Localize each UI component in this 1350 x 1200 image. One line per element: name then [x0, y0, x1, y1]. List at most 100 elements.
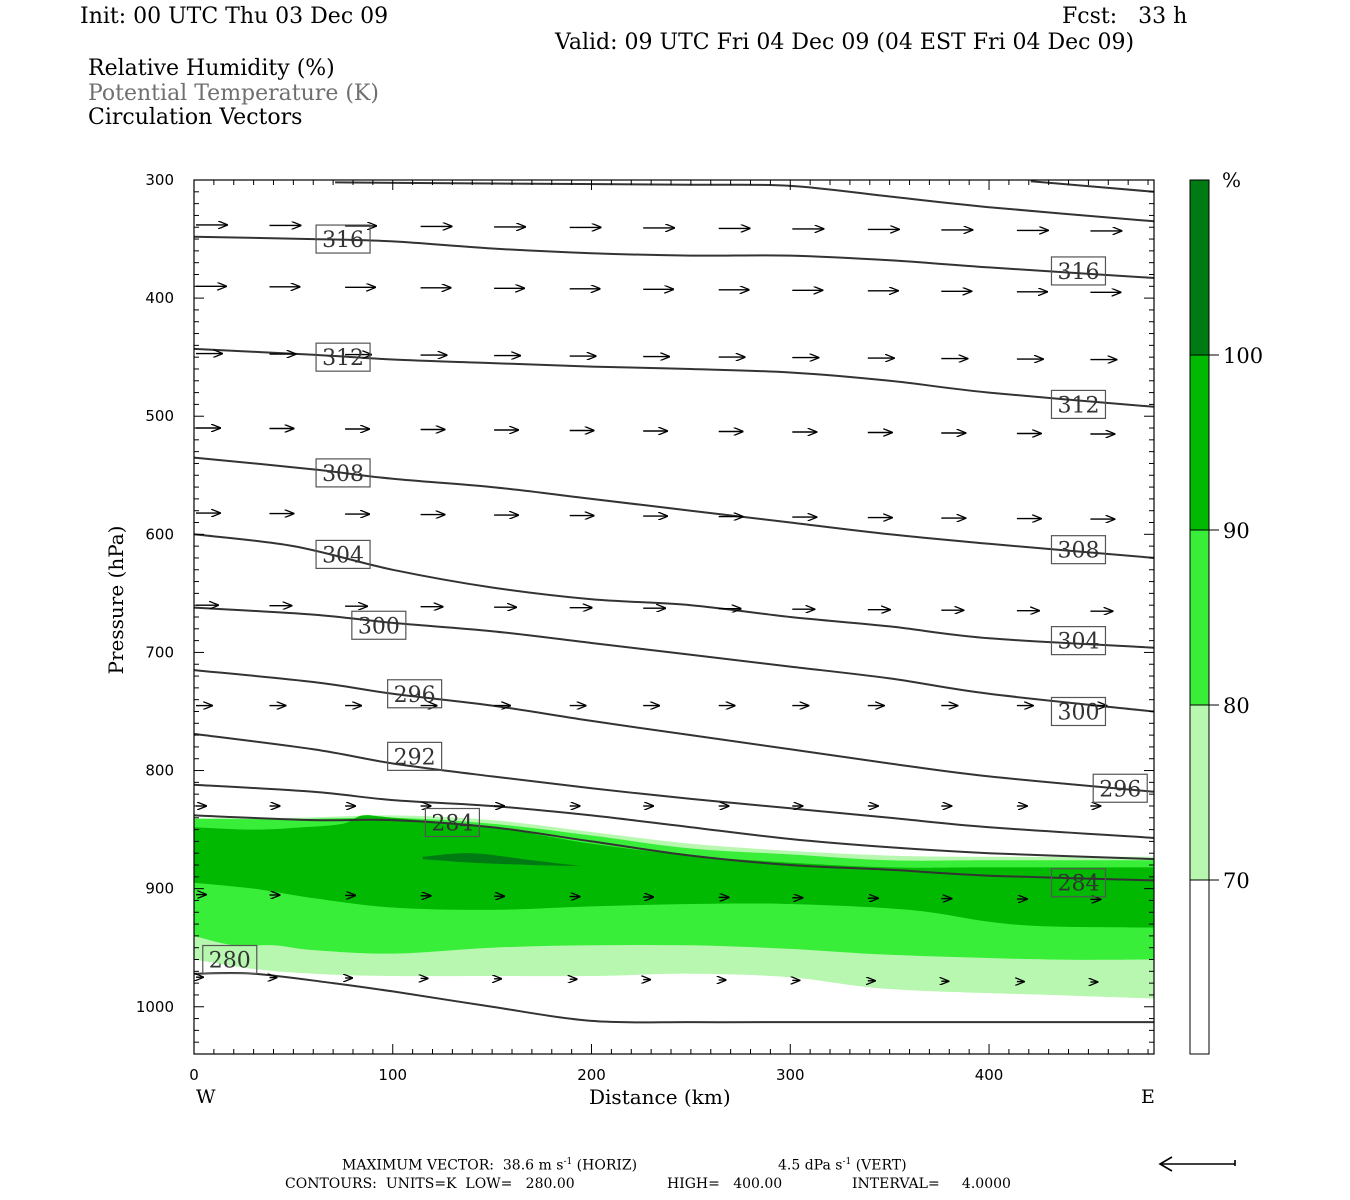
- colorbar-unit: %: [1222, 168, 1242, 192]
- contour-label-316: 316: [1057, 260, 1099, 285]
- y-tick-label: 900: [145, 880, 174, 898]
- contour-label-312: 312: [1057, 393, 1099, 418]
- contour-label-308: 308: [1057, 539, 1099, 564]
- theta-contour-320: [335, 181, 1155, 223]
- plot-axes: 300 400 500 600 700 800 900 1000 0 100 200 300 400: [136, 171, 1155, 1084]
- colorbar-label-100: 100: [1223, 344, 1263, 368]
- contour-label-box: [315, 342, 371, 372]
- contour-label-316: 316: [322, 228, 364, 253]
- y-tick-label: 400: [145, 289, 174, 307]
- contour-label-304: 304: [1057, 630, 1099, 655]
- x-axis-label: Distance (km): [589, 1085, 731, 1109]
- contour-label-296: 296: [394, 683, 436, 708]
- contour-label-box: [351, 610, 407, 640]
- theta-contour-280: [193, 971, 1154, 1024]
- y-tick-label: 1000: [136, 998, 174, 1016]
- theta-contour-304: [193, 533, 1155, 649]
- colorbar-frame: [1189, 179, 1210, 1055]
- contours-label: CONTOURS:: [285, 1176, 377, 1192]
- contour-label-box: [1050, 389, 1107, 420]
- y-tick-label: 500: [145, 407, 174, 425]
- theta-contour-292: [193, 732, 1155, 839]
- theta-contour-296: [193, 669, 1155, 793]
- contour-label-box: [1050, 535, 1107, 565]
- contour-label-box: [1092, 773, 1148, 803]
- footer-contours-high: HIGH= 400.00: [667, 1176, 783, 1192]
- contour-label-box: [1050, 256, 1107, 286]
- theta-contour-312: [193, 347, 1155, 408]
- colorbar: 70 80 90 100: [1189, 179, 1263, 1055]
- x-tick-label: 200: [577, 1066, 606, 1084]
- legend-circulation-vectors: Circulation Vectors: [88, 105, 303, 130]
- legend-potential-temperature: Potential Temperature (K): [88, 81, 379, 106]
- rh-band-90: [194, 815, 1154, 928]
- contour-label-box: [1050, 696, 1107, 727]
- contour-label-box: [202, 944, 258, 975]
- x-east-label: E: [1141, 1086, 1155, 1108]
- circulation-vectors: [196, 225, 1121, 982]
- contour-labels: 280 284 284 292 296 296 300 300 304 304 308 308 312 3…: [202, 224, 1148, 975]
- contour-label-280: 280: [209, 949, 251, 974]
- contour-label-box: [315, 458, 371, 488]
- rh-band-100: [422, 853, 582, 867]
- contour-label-box: [424, 807, 480, 838]
- colorbar-label-80: 80: [1223, 694, 1250, 718]
- colorbar-label-90: 90: [1223, 519, 1250, 543]
- x-tick-label: 0: [189, 1066, 199, 1084]
- y-tick-label: 700: [145, 643, 174, 661]
- colorbar-segment: [1190, 705, 1209, 880]
- footer-contours-interval: INTERVAL= 4.0000: [852, 1176, 1011, 1192]
- x-tick-label: 100: [378, 1066, 407, 1084]
- footer-max-vector: MAXIMUM VECTOR: 38.6 m s-1 (HORIZ): [342, 1157, 637, 1174]
- colorbar-segment: [1190, 180, 1209, 355]
- relative-humidity-shading: [194, 815, 1154, 999]
- contour-label-308: 308: [322, 462, 364, 487]
- x-tick-label: 400: [975, 1066, 1004, 1084]
- theta-contour-288: [193, 783, 1155, 861]
- contours-units: UNITS=K: [385, 1176, 457, 1192]
- footer-contours: CONTOURS: UNITS=K LOW= 280.00: [285, 1176, 575, 1192]
- init-time: Init: 00 UTC Thu 03 Dec 09: [80, 4, 389, 29]
- theta-contour-284: [193, 814, 1155, 882]
- colorbar-segment: [1190, 880, 1209, 1054]
- vert-exponent: -1: [842, 1157, 852, 1167]
- contour-label-box: [387, 679, 443, 709]
- contour-label-284: 284: [431, 812, 473, 837]
- contour-label-box: [1050, 626, 1107, 656]
- theta-contour-324: [1030, 180, 1155, 193]
- theta-contour-316: [193, 235, 1155, 279]
- horiz-exponent: -1: [563, 1157, 573, 1167]
- y-tick-label: 600: [145, 525, 174, 543]
- contour-label-284: 284: [1057, 872, 1099, 897]
- y-tick-label: 800: [145, 762, 174, 780]
- contour-label-box: [1050, 868, 1107, 898]
- valid-time: Valid: 09 UTC Fri 04 Dec 09 (04 EST Fri …: [555, 30, 1135, 55]
- contour-label-292: 292: [394, 745, 436, 770]
- contour-label-312: 312: [322, 346, 364, 371]
- y-tick-label: 300: [145, 171, 174, 189]
- contour-label-box: [315, 224, 371, 254]
- x-tick-label: 300: [776, 1066, 805, 1084]
- contour-label-300: 300: [358, 614, 400, 639]
- max-vector-vert: 4.5 dPa s: [778, 1157, 843, 1174]
- contour-label-300: 300: [1057, 700, 1099, 725]
- contour-label-296: 296: [1099, 777, 1141, 802]
- theta-contour-308: [193, 456, 1155, 559]
- max-vector-horiz: 38.6 m s: [502, 1157, 564, 1174]
- max-vector-arrow-icon: [1158, 1156, 1236, 1172]
- legend-relative-humidity: Relative Humidity (%): [88, 56, 335, 81]
- theta-contour-300: [193, 606, 1155, 713]
- contours-low: LOW= 280.00: [465, 1176, 575, 1192]
- footer-max-vector-vert: 4.5 dPa s-1 (VERT): [778, 1157, 907, 1174]
- forecast-hour: Fcst: 33 h: [1062, 4, 1188, 29]
- y-axis-label: Pressure (hPa): [104, 525, 128, 675]
- colorbar-segment: [1190, 355, 1209, 530]
- contour-label-box: [387, 741, 443, 771]
- colorbar-label-70: 70: [1223, 869, 1250, 893]
- contour-label-box: [315, 539, 371, 570]
- max-vector-horiz-unit: (HORIZ): [576, 1157, 638, 1174]
- max-vector-vert-unit: (VERT): [855, 1157, 907, 1174]
- contour-label-304: 304: [322, 543, 364, 568]
- theta-contours: [193, 180, 1155, 1024]
